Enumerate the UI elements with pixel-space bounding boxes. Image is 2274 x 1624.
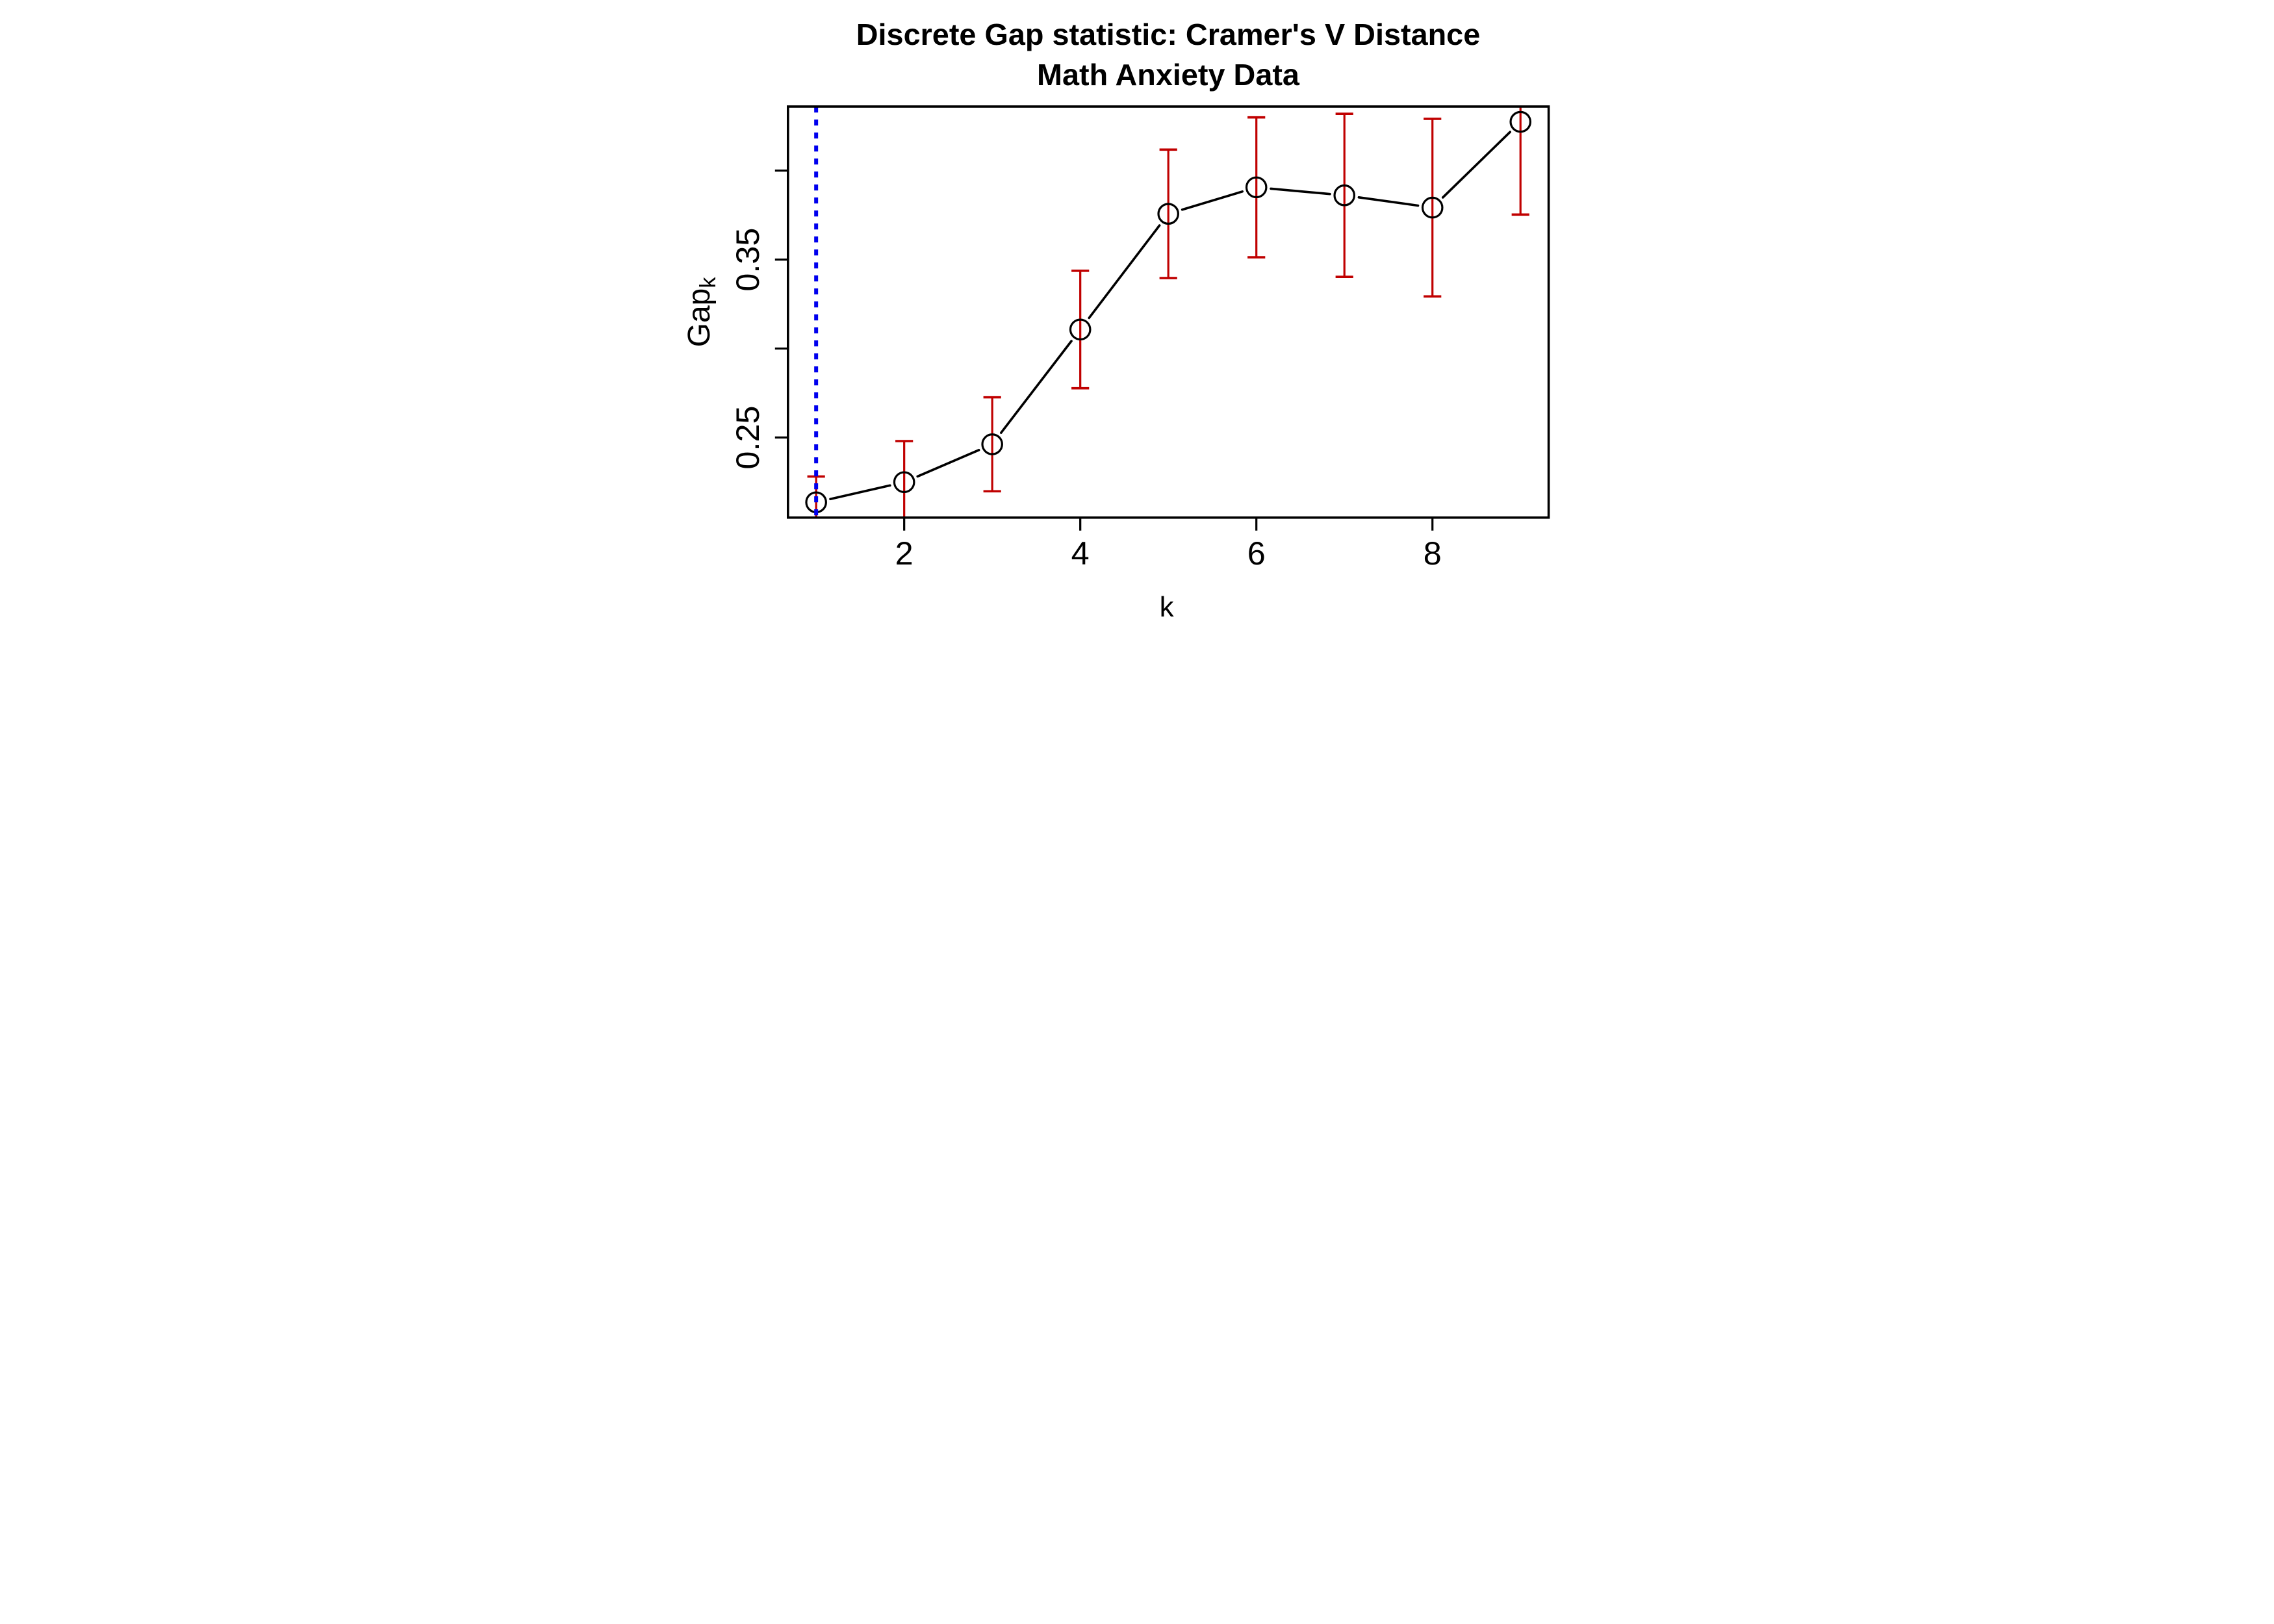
data-point-circle: [1157, 203, 1179, 225]
y-axis-tick-label: 0.25: [729, 405, 766, 469]
y-axis-label-base: Gap: [682, 288, 717, 348]
error-bar: [1424, 118, 1442, 298]
error-bar: [983, 396, 1001, 493]
gap-statistic-figure: Discrete Gap statistic: Cramer's V Dista…: [682, 0, 1592, 650]
error-bar: [1335, 112, 1353, 278]
x-axis-tick-label: 6: [1247, 535, 1266, 572]
series-segment: [1357, 196, 1420, 207]
data-point-circle: [1509, 110, 1532, 133]
x-axis-label: k: [1160, 591, 1175, 623]
plot-area: 2 4 6 8 0.25 0.35: [729, 105, 1550, 572]
series-segment: [916, 448, 980, 478]
x-axis-tick-label: 8: [1424, 535, 1442, 572]
data-point-circle: [893, 471, 915, 494]
error-bar: [1071, 270, 1090, 390]
data-point-circle: [1069, 318, 1092, 341]
y-axis-label-subscript: k: [696, 277, 721, 288]
series-segment: [1270, 187, 1331, 196]
x-axis-tick-label: 2: [895, 535, 913, 572]
error-bar: [1159, 148, 1177, 279]
error-bar: [895, 440, 913, 518]
error-bar: [1247, 116, 1266, 259]
y-axis-label: Gapk: [682, 277, 721, 348]
data-point-circle: [1333, 184, 1356, 207]
series-segment: [829, 484, 891, 501]
series-segment: [1181, 190, 1244, 211]
series-segment: [1088, 224, 1161, 320]
series-segment: [1000, 340, 1073, 434]
data-point-circle: [1245, 176, 1268, 199]
chart-title-line1: Discrete Gap statistic: Cramer's V Dista…: [856, 18, 1480, 51]
series-segment: [1441, 131, 1511, 199]
y-axis-tick-label: 0.35: [729, 228, 766, 292]
plot-frame: [787, 105, 1550, 519]
error-bar: [1511, 107, 1529, 216]
plot-clipped-group: [805, 107, 1532, 518]
gap-statistic-chart: Discrete Gap statistic: Cramer's V Dista…: [682, 18, 1550, 623]
chart-title-line2: Math Anxiety Data: [1037, 58, 1300, 92]
x-axis-tick-label: 4: [1071, 535, 1090, 572]
data-point-circle: [981, 433, 1003, 455]
data-point-circle: [1421, 196, 1444, 219]
